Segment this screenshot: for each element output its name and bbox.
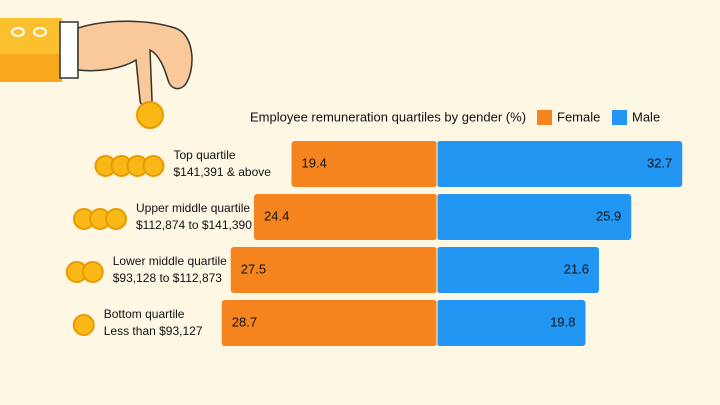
value-label: 28.7 bbox=[232, 314, 257, 329]
coin-icon bbox=[72, 314, 95, 336]
value-label: 24.4 bbox=[264, 208, 289, 223]
sleeve-top bbox=[0, 18, 62, 54]
category-label: Upper middle quartile bbox=[136, 201, 250, 215]
bar bbox=[230, 247, 437, 293]
chart-title: Employee remuneration quartiles by gende… bbox=[250, 109, 526, 124]
coin bbox=[136, 101, 164, 129]
value-label: 21.6 bbox=[564, 261, 589, 276]
category-label: Top quartile bbox=[174, 148, 236, 162]
legend-label: Male bbox=[632, 109, 660, 124]
hand-illustration bbox=[0, 18, 193, 129]
bar bbox=[291, 141, 437, 187]
value-label: 27.5 bbox=[241, 261, 266, 276]
value-label: 19.4 bbox=[302, 155, 327, 170]
coin-icon bbox=[142, 155, 165, 177]
bar bbox=[437, 194, 632, 240]
category-label: Bottom quartile bbox=[104, 307, 185, 321]
category-label: Lower middle quartile bbox=[113, 254, 227, 268]
coin-icon bbox=[81, 261, 104, 283]
coin-icon bbox=[105, 208, 127, 230]
legend-label: Female bbox=[557, 109, 600, 124]
legend-swatch bbox=[612, 110, 627, 125]
button bbox=[33, 27, 47, 37]
bar bbox=[437, 300, 586, 346]
legend-swatch bbox=[537, 110, 552, 125]
value-label: 19.8 bbox=[550, 314, 575, 329]
bar bbox=[254, 194, 437, 240]
hand bbox=[77, 20, 193, 107]
bar bbox=[437, 247, 599, 293]
button bbox=[11, 27, 25, 37]
bar bbox=[221, 300, 437, 346]
category-sublabel: Less than $93,127 bbox=[104, 324, 203, 338]
bar bbox=[437, 141, 683, 187]
category-sublabel: $112,874 to $141,390 bbox=[136, 218, 252, 232]
value-label: 32.7 bbox=[647, 155, 672, 170]
category-sublabel: $141,391 & above bbox=[174, 165, 272, 179]
value-label: 25.9 bbox=[596, 208, 621, 223]
category-sublabel: $93,128 to $112,873 bbox=[113, 271, 223, 285]
cuff bbox=[59, 21, 79, 79]
